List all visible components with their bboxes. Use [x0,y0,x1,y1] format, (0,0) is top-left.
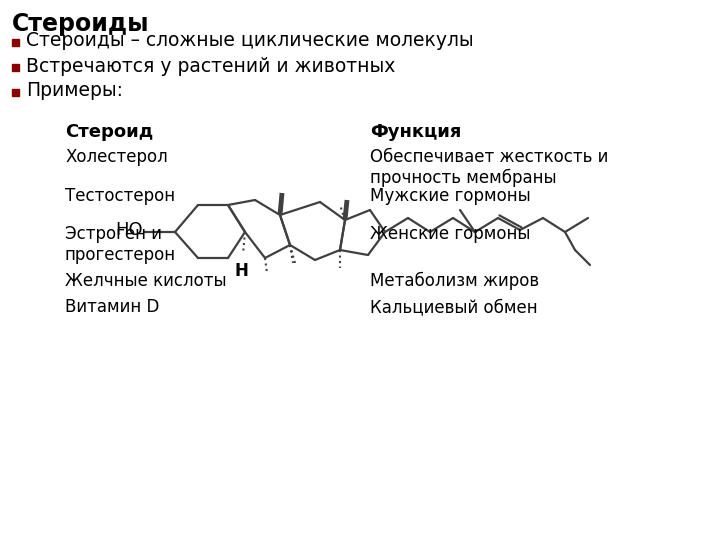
Text: Холестерол: Холестерол [65,148,168,166]
Text: Встречаются у растений и животных: Встречаются у растений и животных [26,57,395,76]
Text: Эстроген и
прогестерон: Эстроген и прогестерон [65,225,176,264]
Text: H: H [234,262,248,280]
Text: Мужские гормоны: Мужские гормоны [370,187,531,205]
Bar [12,39,19,46]
Text: Примеры:: Примеры: [26,82,123,100]
Text: Витамин D: Витамин D [65,298,159,316]
Text: Женские гормоны: Женские гормоны [370,225,531,243]
Text: Желчные кислоты: Желчные кислоты [65,272,227,290]
Text: Кальциевый обмен: Кальциевый обмен [370,298,538,316]
Text: Метаболизм жиров: Метаболизм жиров [370,272,539,290]
Text: Функция: Функция [370,123,462,141]
Bar [12,64,19,71]
Text: Стероид: Стероид [65,123,153,141]
Text: Стероиды: Стероиды [12,12,150,36]
Bar [12,89,19,96]
Text: Стероиды – сложные циклические молекулы: Стероиды – сложные циклические молекулы [26,31,474,51]
Text: Тестостерон: Тестостерон [65,187,175,205]
Text: HO: HO [115,221,143,239]
Text: Обеспечивает жесткость и
прочность мембраны: Обеспечивает жесткость и прочность мембр… [370,148,608,187]
